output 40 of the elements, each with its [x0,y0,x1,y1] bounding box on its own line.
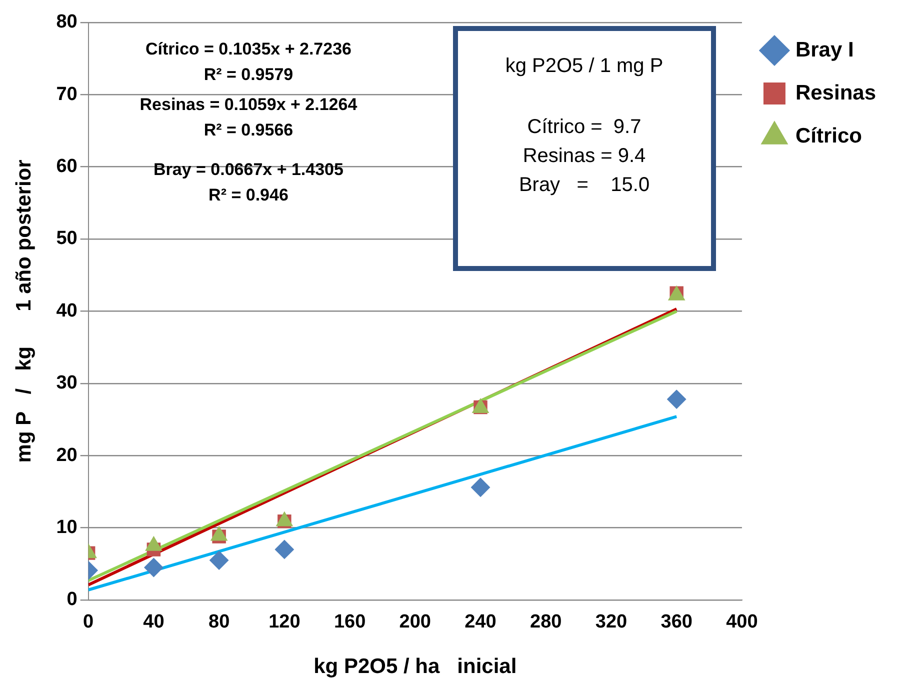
legend-label: Resinas [795,81,876,104]
x-tick-label: 280 [530,612,562,633]
annotation: Bray = 0.0667x + 1.4305 [153,160,344,180]
x-tick-label: 0 [83,612,94,633]
y-tick-label: 70 [56,84,78,105]
point [144,558,164,578]
x-tick-label: 80 [208,612,230,633]
point [471,478,490,497]
x-tick-label: 360 [660,612,692,633]
y-tick-label: 10 [56,517,78,538]
legend-label: Bray I [795,38,854,62]
annotation: R² = 0.946 [208,185,288,204]
point [274,540,294,559]
x-tick-label: 200 [399,612,431,633]
y-tick-label: 80 [56,12,78,33]
annotation: R² = 0.9566 [204,120,294,140]
annotation: Cítrico = 9.7 [526,116,642,139]
y-tick-label: 60 [56,156,78,178]
x-tick-label: 240 [464,612,496,633]
x-tick-label: 400 [726,612,758,633]
x-tick-label: 160 [334,612,366,633]
annotation: Bray = 15.0 [518,174,651,197]
point [210,550,229,570]
y-axis-title: mg P / kg 1 año posterior [12,160,36,463]
annotation: Cítrico = 0.1035x + 2.7236 [145,40,352,59]
y-tick-label: 20 [56,444,78,466]
y-tick-label: 30 [56,372,78,394]
y-tick-label: 0 [66,589,78,610]
x-axis-title: kg P2O5 / ha inicial [314,655,517,678]
point [667,390,686,409]
annotation: Resinas = 9.4 [522,145,647,168]
annotation: R² = 0.9579 [204,64,294,84]
x-tick-label: 40 [143,612,164,633]
x-tick-label: 320 [595,612,628,633]
legend-label: Cítrico [795,124,862,148]
y-tick-label: 50 [56,228,78,250]
annotation: Resinas = 0.1059x + 2.1264 [140,95,358,114]
y-tick-label: 40 [56,300,78,322]
annotation: kg P2O5 / 1 mg P [504,55,664,78]
x-tick-label: 120 [268,612,300,633]
